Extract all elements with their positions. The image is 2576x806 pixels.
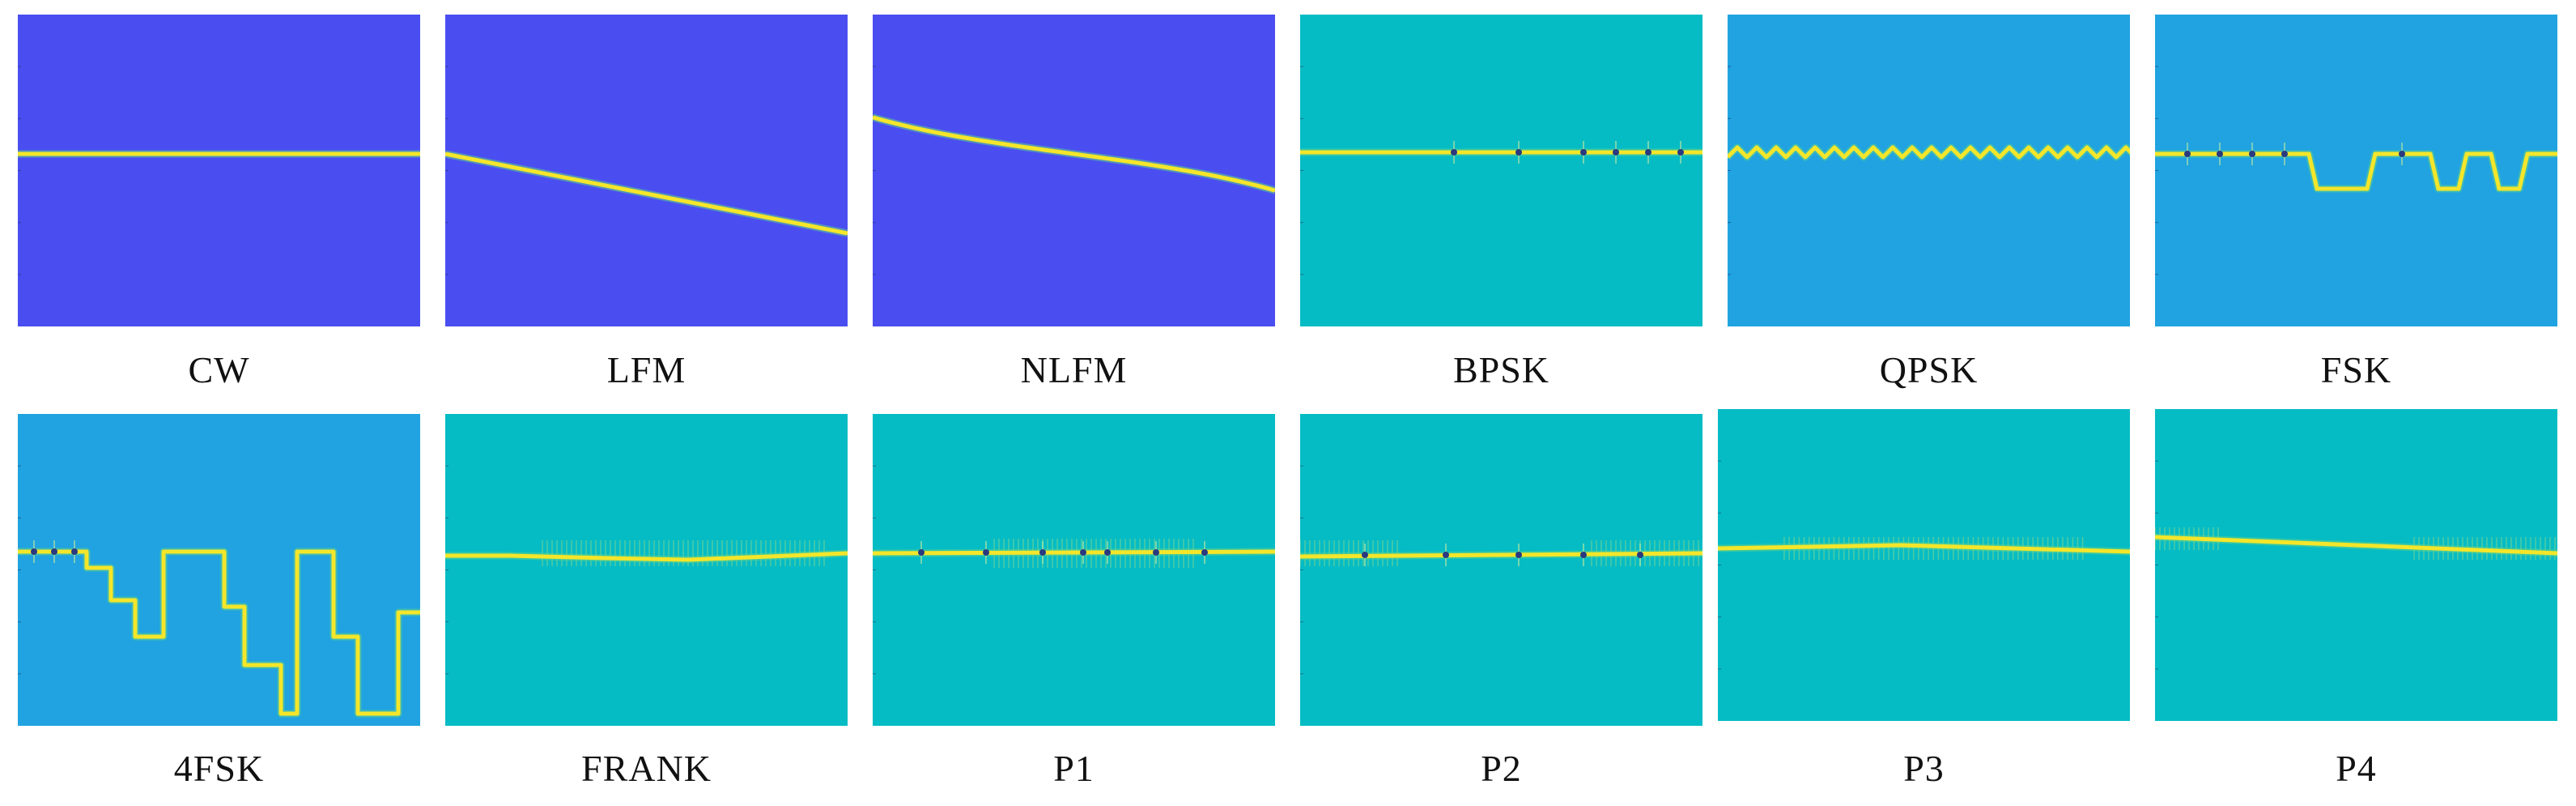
phase-knot-dot <box>1613 149 1619 156</box>
spectrogram-p3-svg <box>1718 409 2130 721</box>
background <box>873 15 1275 326</box>
spectrogram-qpsk <box>1728 15 2130 326</box>
label-p1: P1 <box>1053 748 1095 789</box>
spectrogram-p3 <box>1718 409 2130 721</box>
symbol-knot-dot <box>31 548 37 555</box>
phase-knot-dot <box>1677 149 1684 156</box>
ridge <box>873 115 1275 193</box>
background <box>1300 414 1702 726</box>
phase-knot-dot <box>1580 149 1587 156</box>
phase-knot-dot <box>1080 549 1086 556</box>
label-4fsk: 4FSK <box>173 748 265 789</box>
spectrogram-p1-svg <box>873 414 1275 726</box>
background <box>445 414 848 726</box>
label-p4: P4 <box>2336 748 2377 789</box>
spectrogram-4fsk-svg <box>18 414 420 726</box>
ridge <box>873 549 1275 556</box>
spectrogram-qpsk-svg <box>1728 15 2130 326</box>
phase-knot-dot <box>1580 552 1587 558</box>
spectrogram-p4-svg <box>2155 409 2557 721</box>
spectrogram-frank-svg <box>445 414 848 726</box>
phase-knot-dot <box>1153 549 1159 556</box>
label-frank: FRANK <box>581 748 712 789</box>
symbol-knot-dot <box>2399 151 2405 157</box>
spectrogram-frank <box>445 414 848 726</box>
ridge <box>2155 151 2557 191</box>
spectrogram-cw <box>18 15 420 326</box>
spectrogram-nlfm-svg <box>873 15 1275 326</box>
ridge <box>445 551 848 562</box>
symbol-knot-dot <box>2249 151 2255 157</box>
symbol-knot-dot <box>2217 151 2223 157</box>
ridge <box>445 151 848 236</box>
background <box>445 15 848 326</box>
ridge <box>2155 535 2557 556</box>
phase-knot-dot <box>1362 552 1368 558</box>
spectrogram-lfm-svg <box>445 15 848 326</box>
label-bpsk: BPSK <box>1452 349 1550 390</box>
phase-knot-dot <box>1039 549 1046 556</box>
symbol-knot-dot <box>71 548 78 555</box>
background <box>1728 15 2130 326</box>
label-lfm: LFM <box>606 349 687 390</box>
phase-knot-dot <box>1515 149 1522 156</box>
phase-knot-dot <box>1443 552 1449 558</box>
spectrogram-bpsk-svg <box>1300 15 1702 326</box>
spectrogram-fsk <box>2155 15 2557 326</box>
spectrogram-bpsk <box>1300 15 1702 326</box>
background <box>873 414 1275 726</box>
symbol-knot-dot <box>2184 151 2191 157</box>
background <box>2155 409 2557 721</box>
label-nlfm: NLFM <box>1020 349 1128 390</box>
ridge <box>1718 543 2130 554</box>
background <box>2155 15 2557 326</box>
background <box>18 15 420 326</box>
spectrogram-p2-svg <box>1300 414 1702 726</box>
spectrogram-p2 <box>1300 414 1702 726</box>
spectrogram-fsk-svg <box>2155 15 2557 326</box>
label-qpsk: QPSK <box>1879 349 1979 390</box>
spectrogram-p1 <box>873 414 1275 726</box>
symbol-knot-dot <box>2281 151 2288 157</box>
spectrogram-nlfm <box>873 15 1275 326</box>
background <box>1300 15 1702 326</box>
phase-knot-dot <box>1201 549 1208 556</box>
background <box>1718 409 2130 721</box>
label-p3: P3 <box>1903 748 1945 789</box>
label-fsk: FSK <box>2320 349 2392 390</box>
label-p2: P2 <box>1481 748 1522 789</box>
spectrogram-4fsk <box>18 414 420 726</box>
phase-knot-dot <box>1104 549 1111 556</box>
phase-knot-dot <box>1637 552 1643 558</box>
spectrogram-lfm <box>445 15 848 326</box>
phase-knot-dot <box>918 549 925 556</box>
ridge <box>18 549 420 716</box>
spectrogram-cw-svg <box>18 15 420 326</box>
phase-knot-dot <box>1515 552 1522 558</box>
phase-knot-dot <box>1451 149 1457 156</box>
phase-knot-dot <box>983 549 989 556</box>
label-cw: CW <box>188 349 250 390</box>
spectrogram-p4 <box>2155 409 2557 721</box>
phase-knot-dot <box>1645 149 1651 156</box>
symbol-knot-dot <box>51 548 57 555</box>
ridge <box>1728 145 2130 160</box>
